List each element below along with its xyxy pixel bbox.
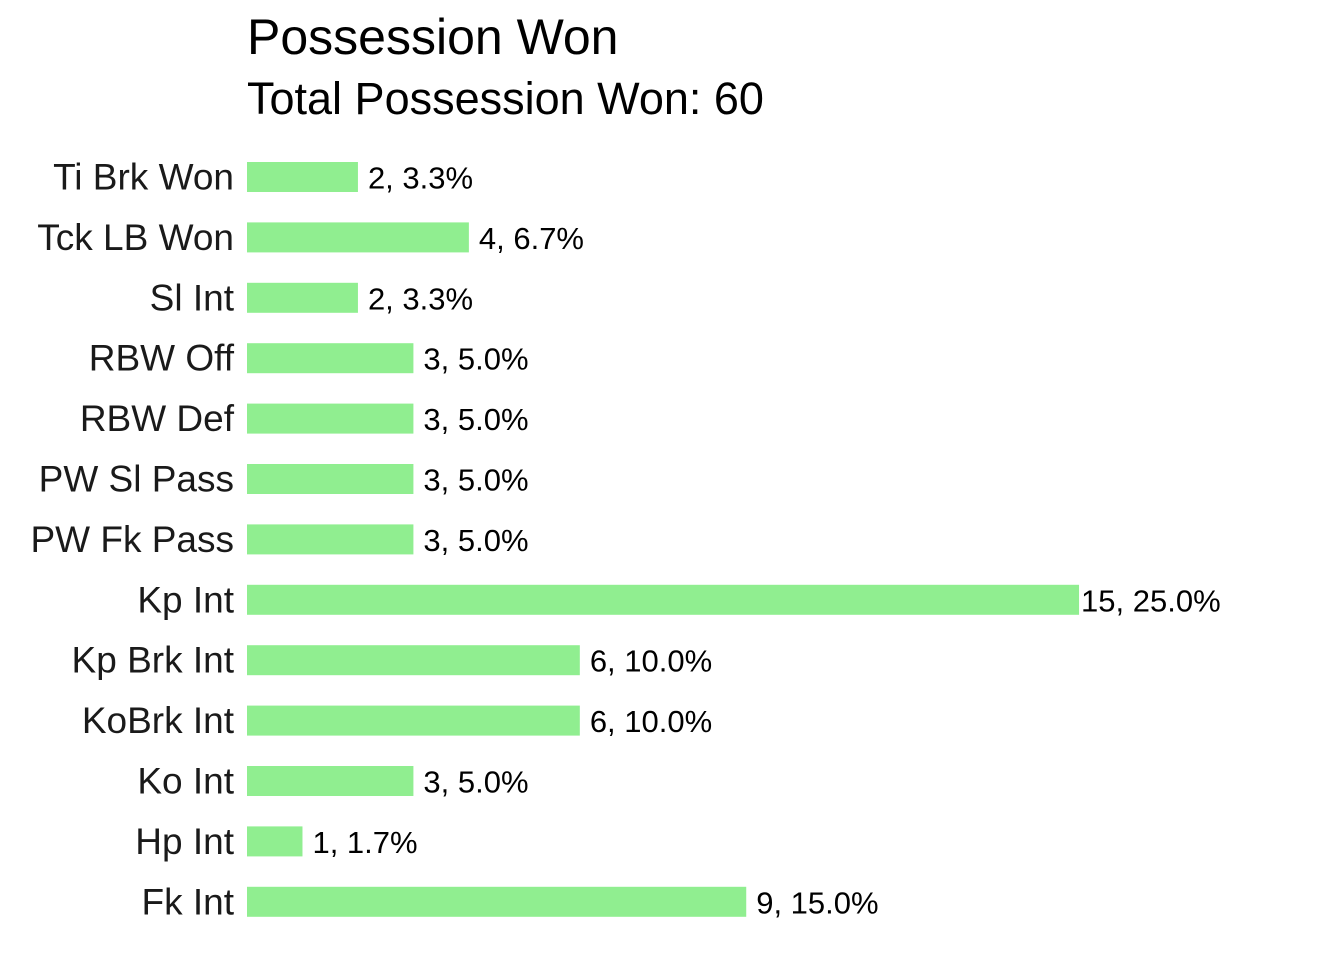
bar-value-label: 6, 10.0% [590,644,712,679]
bar-value-label: 3, 5.0% [423,523,528,558]
bar [247,464,414,494]
category-label: PW Fk Pass [30,519,234,560]
bar-value-label: 6, 10.0% [590,704,712,739]
category-label: RBW Off [89,338,235,379]
bar [247,162,358,192]
category-label: Kp Brk Int [72,640,235,681]
category-label: Sl Int [150,277,235,318]
category-label: Hp Int [135,821,234,862]
bar-value-label: 3, 5.0% [423,463,528,498]
bar [247,826,303,857]
bar-value-label: 1, 1.7% [312,825,417,860]
bar-value-label: 3, 5.0% [423,402,528,437]
category-label: Fk Int [141,881,234,922]
category-label: PW Sl Pass [39,459,234,500]
bar [247,343,414,374]
category-label: RBW Def [80,398,235,439]
bar [247,886,747,917]
chart-title: Possession Won [247,9,619,65]
category-label: Ti Brk Won [53,157,234,198]
bar-value-label: 3, 5.0% [423,342,528,377]
bar [247,645,580,676]
bar-value-label: 2, 3.3% [368,281,473,316]
bar-value-label: 4, 6.7% [479,221,584,256]
chart-subtitle: Total Possession Won: 60 [247,73,764,124]
category-label: Ko Int [137,761,234,802]
bar [247,282,358,313]
bar [247,403,414,434]
category-label: Tck LB Won [37,217,234,258]
category-label: Kp Int [137,579,234,620]
bar [247,705,580,736]
bar [247,222,469,253]
bar [247,766,414,796]
bar [247,584,1080,615]
category-label: KoBrk Int [82,700,235,741]
bar-value-label: 2, 3.3% [368,161,473,196]
bar-value-label: 15, 25.0% [1081,583,1221,618]
bar-value-label: 9, 15.0% [756,885,878,920]
bar-value-label: 3, 5.0% [423,765,528,800]
bar [247,524,414,555]
